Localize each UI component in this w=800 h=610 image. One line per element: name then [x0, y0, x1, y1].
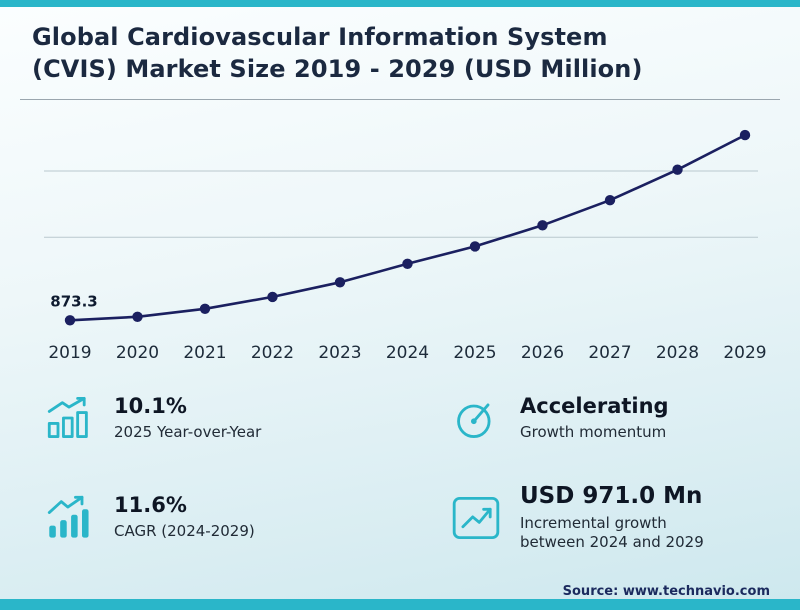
stat-yoy-growth: 10.1% 2025 Year-over-Year [44, 394, 450, 443]
data-point-2024 [402, 258, 413, 269]
ascending-bars-arrow-icon [44, 494, 96, 542]
data-point-2025 [469, 241, 481, 252]
x-axis-label-2022: 2022 [251, 343, 294, 363]
stats-grid: 10.1% 2025 Year-over-Year Accelerating G… [44, 394, 774, 553]
top-accent-bar [0, 0, 800, 7]
stat-growth-momentum: Accelerating Growth momentum [450, 394, 774, 443]
bottom-accent-bar [0, 599, 800, 610]
data-point-2026 [537, 220, 548, 231]
first-point-value-label: 873.3 [50, 292, 97, 310]
market-size-trend-line [69, 133, 746, 322]
bar-chart-growth-icon [44, 394, 96, 442]
stat-cagr: 11.6% CAGR (2024-2029) [44, 483, 450, 553]
gauge-icon [450, 394, 502, 442]
data-point-2019 [64, 315, 76, 326]
yoy-growth-label: 2025 Year-over-Year [114, 423, 262, 441]
x-axis-label-2023: 2023 [318, 343, 361, 363]
x-axis-label-2024: 2024 [386, 343, 429, 363]
title-divider [20, 99, 780, 100]
x-axis-label-2019: 2019 [48, 343, 91, 363]
x-axis-label-2028: 2028 [656, 343, 699, 363]
growth-momentum-label: Growth momentum [520, 423, 667, 441]
market-size-line-chart: 873.3 2019 2020 2021 2022 2023 2024 2025 2026 202… [44, 129, 767, 363]
title-line-1: Global Cardiovascular Information System [32, 23, 608, 51]
data-point-2029 [739, 129, 751, 141]
cagr-value: 11.6% [114, 493, 187, 518]
data-point-2028 [672, 164, 683, 175]
title-line-2: (CVIS) Market Size 2019 - 2029 (USD Mill… [32, 54, 643, 83]
yoy-growth-value: 10.1% [114, 394, 187, 418]
x-axis-label-2027: 2027 [588, 343, 631, 363]
x-axis-label-2026: 2026 [521, 343, 564, 363]
data-point-2021 [199, 303, 211, 314]
source-attribution: Source: www.technavio.com [562, 584, 770, 599]
cagr-label: CAGR (2024-2029) [114, 522, 255, 541]
x-axis-label-2025: 2025 [453, 343, 496, 363]
growth-momentum-value: Accelerating [520, 394, 669, 418]
incremental-growth-value: USD 971.0 Mn [520, 482, 703, 509]
data-point-2027 [604, 195, 616, 206]
x-axis-label-2020: 2020 [116, 343, 159, 363]
data-point-2023 [334, 277, 346, 288]
incremental-growth-label: Incremental growth between 2024 and 2029 [520, 513, 704, 552]
stat-incremental-growth: USD 971.0 Mn Incremental growth between … [450, 483, 774, 553]
boxed-trend-arrow-icon [450, 494, 502, 542]
x-axis-label-2029: 2029 [723, 343, 766, 363]
x-axis-label-2021: 2021 [183, 343, 226, 363]
data-point-2020 [132, 311, 143, 322]
page-title: Global Cardiovascular Information System… [32, 22, 643, 86]
data-point-2022 [267, 291, 278, 303]
